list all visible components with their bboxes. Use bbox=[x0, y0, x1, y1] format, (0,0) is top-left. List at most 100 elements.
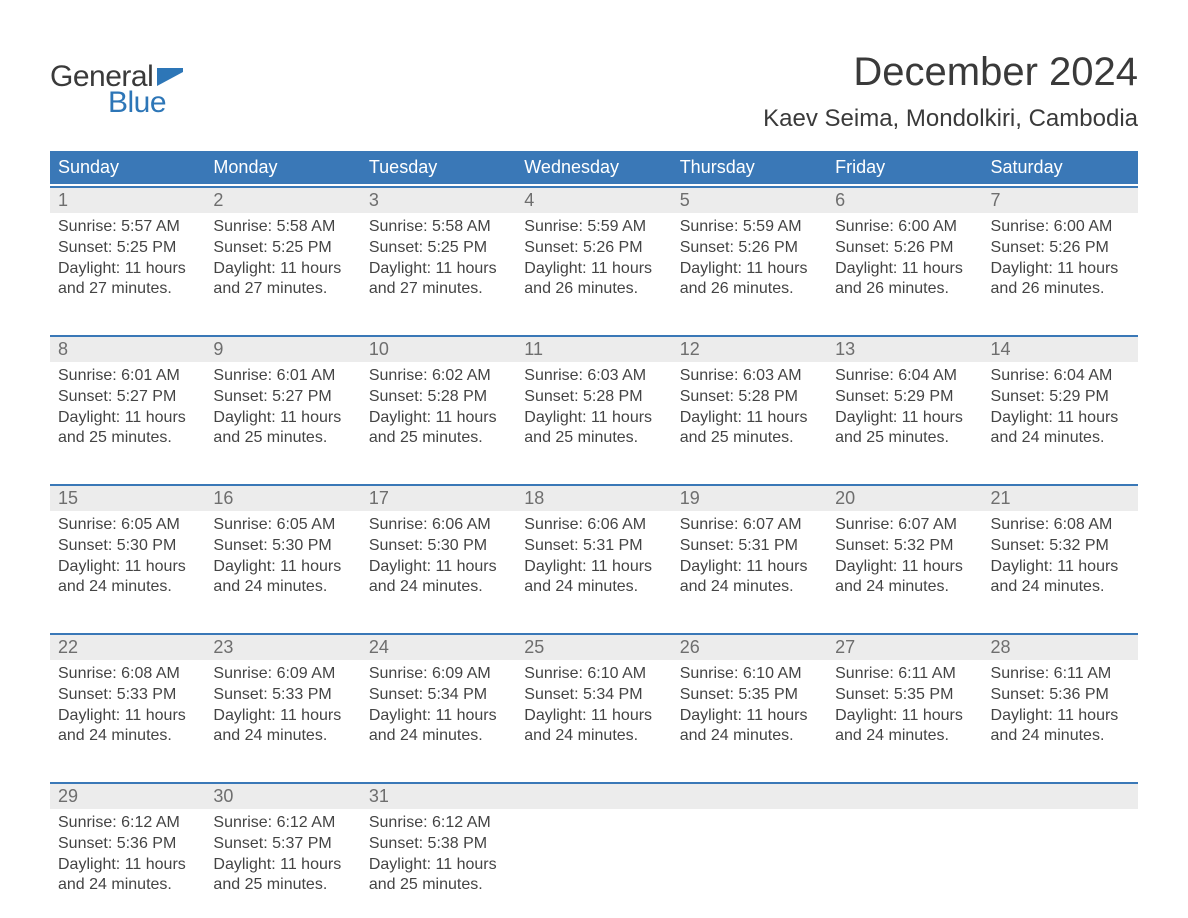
sunrise-text: Sunrise: 5:59 AM bbox=[680, 217, 819, 238]
daylight-text: Daylight: 11 hours and 24 minutes. bbox=[213, 706, 352, 748]
sunrise-text: Sunrise: 6:06 AM bbox=[369, 515, 508, 536]
sunset-text: Sunset: 5:25 PM bbox=[213, 238, 352, 259]
sunset-text: Sunset: 5:36 PM bbox=[991, 685, 1130, 706]
week-daynum-row: 1234567 bbox=[50, 188, 1138, 213]
daylight-text: Daylight: 11 hours and 26 minutes. bbox=[835, 259, 974, 301]
sunrise-text: Sunrise: 6:04 AM bbox=[835, 366, 974, 387]
sunset-text: Sunset: 5:26 PM bbox=[524, 238, 663, 259]
daylight-text: Daylight: 11 hours and 24 minutes. bbox=[58, 855, 197, 897]
day-cell: Sunrise: 6:12 AMSunset: 5:37 PMDaylight:… bbox=[205, 809, 360, 915]
sunrise-text: Sunrise: 6:01 AM bbox=[213, 366, 352, 387]
day-number: 6 bbox=[827, 188, 982, 213]
sunrise-text: Sunrise: 6:12 AM bbox=[58, 813, 197, 834]
day-number: 30 bbox=[205, 784, 360, 809]
day-number: 26 bbox=[672, 635, 827, 660]
sunset-text: Sunset: 5:31 PM bbox=[524, 536, 663, 557]
logo: General Blue bbox=[50, 50, 183, 120]
calendar-week: 1234567Sunrise: 5:57 AMSunset: 5:25 PMDa… bbox=[50, 186, 1138, 319]
sunrise-text: Sunrise: 5:58 AM bbox=[369, 217, 508, 238]
sunset-text: Sunset: 5:25 PM bbox=[58, 238, 197, 259]
day-number: 31 bbox=[361, 784, 516, 809]
sunset-text: Sunset: 5:26 PM bbox=[835, 238, 974, 259]
day-number: 1 bbox=[50, 188, 205, 213]
sunset-text: Sunset: 5:27 PM bbox=[58, 387, 197, 408]
sunset-text: Sunset: 5:26 PM bbox=[680, 238, 819, 259]
day-cell: Sunrise: 6:07 AMSunset: 5:32 PMDaylight:… bbox=[827, 511, 982, 617]
daylight-text: Daylight: 11 hours and 24 minutes. bbox=[524, 706, 663, 748]
daylight-text: Daylight: 11 hours and 24 minutes. bbox=[991, 408, 1130, 450]
day-cell: Sunrise: 5:59 AMSunset: 5:26 PMDaylight:… bbox=[516, 213, 671, 319]
day-number: 16 bbox=[205, 486, 360, 511]
day-number: 9 bbox=[205, 337, 360, 362]
week-content-row: Sunrise: 6:05 AMSunset: 5:30 PMDaylight:… bbox=[50, 511, 1138, 617]
week-content-row: Sunrise: 5:57 AMSunset: 5:25 PMDaylight:… bbox=[50, 213, 1138, 319]
daylight-text: Daylight: 11 hours and 25 minutes. bbox=[369, 408, 508, 450]
day-cell: Sunrise: 6:06 AMSunset: 5:30 PMDaylight:… bbox=[361, 511, 516, 617]
sunrise-text: Sunrise: 6:10 AM bbox=[680, 664, 819, 685]
day-header-saturday: Saturday bbox=[983, 151, 1138, 184]
daylight-text: Daylight: 11 hours and 25 minutes. bbox=[680, 408, 819, 450]
daylight-text: Daylight: 11 hours and 24 minutes. bbox=[524, 557, 663, 599]
daylight-text: Daylight: 11 hours and 27 minutes. bbox=[213, 259, 352, 301]
week-content-row: Sunrise: 6:01 AM Sunset: 5:27 PM Daylight:… bbox=[50, 362, 1138, 468]
day-cell: Sunrise: 6:04 AMSunset: 5:29 PMDaylight:… bbox=[983, 362, 1138, 468]
daylight-text: Daylight: 11 hours and 26 minutes. bbox=[680, 259, 819, 301]
day-cell bbox=[672, 809, 827, 915]
sunset-text: Sunset: 5:33 PM bbox=[58, 685, 197, 706]
daylight-text: Daylight: 11 hours and 25 minutes. bbox=[213, 855, 352, 897]
sunrise-text: Sunrise: 6:11 AM bbox=[991, 664, 1130, 685]
sunset-text: Sunset: 5:28 PM bbox=[524, 387, 663, 408]
calendar-week: 15161718192021Sunrise: 6:05 AMSunset: 5:… bbox=[50, 484, 1138, 617]
daylight-text: Daylight: 11 hours and 25 minutes. bbox=[369, 855, 508, 897]
sunset-text: Sunset: 5:35 PM bbox=[680, 685, 819, 706]
calendar-week: 22232425262728Sunrise: 6:08 AMSunset: 5:… bbox=[50, 633, 1138, 766]
daylight-text: Daylight: 11 hours and 25 minutes. bbox=[835, 408, 974, 450]
sunrise-text: Sunrise: 6:11 AM bbox=[835, 664, 974, 685]
sunrise-text: Sunrise: 6:03 AM bbox=[524, 366, 663, 387]
day-number: 15 bbox=[50, 486, 205, 511]
day-cell: Sunrise: 6:10 AMSunset: 5:35 PMDaylight:… bbox=[672, 660, 827, 766]
sunrise-text: Sunrise: 6:07 AM bbox=[680, 515, 819, 536]
daylight-text: Daylight: 11 hours and 24 minutes. bbox=[991, 557, 1130, 599]
daylight-text: Daylight: 11 hours and 24 minutes. bbox=[680, 557, 819, 599]
daylight-text: Daylight: 11 hours and 24 minutes. bbox=[835, 557, 974, 599]
daylight-text: Daylight: 11 hours and 25 minutes. bbox=[213, 408, 352, 450]
sunset-text: Sunset: 5:29 PM bbox=[835, 387, 974, 408]
day-number: 20 bbox=[827, 486, 982, 511]
day-number: 11 bbox=[516, 337, 671, 362]
calendar-week: 293031Sunrise: 6:12 AMSunset: 5:36 PMDay… bbox=[50, 782, 1138, 915]
day-number: 8 bbox=[50, 337, 205, 362]
day-number: 19 bbox=[672, 486, 827, 511]
day-cell: Sunrise: 5:58 AMSunset: 5:25 PMDaylight:… bbox=[361, 213, 516, 319]
sunset-text: Sunset: 5:36 PM bbox=[58, 834, 197, 855]
day-number: 5 bbox=[672, 188, 827, 213]
day-cell: Sunrise: 6:03 AMSunset: 5:28 PMDaylight:… bbox=[516, 362, 671, 468]
day-number: 23 bbox=[205, 635, 360, 660]
day-cell: Sunrise: 6:00 AMSunset: 5:26 PMDaylight:… bbox=[983, 213, 1138, 319]
day-number: 24 bbox=[361, 635, 516, 660]
day-cell: Sunrise: 5:57 AMSunset: 5:25 PMDaylight:… bbox=[50, 213, 205, 319]
day-number: 29 bbox=[50, 784, 205, 809]
daylight-text: Daylight: 11 hours and 27 minutes. bbox=[369, 259, 508, 301]
day-number: 10 bbox=[361, 337, 516, 362]
page-title: December 2024 bbox=[763, 50, 1138, 95]
sunrise-text: Sunrise: 6:09 AM bbox=[213, 664, 352, 685]
day-cell: Sunrise: 6:11 AMSunset: 5:36 PMDaylight:… bbox=[983, 660, 1138, 766]
day-header-thursday: Thursday bbox=[672, 151, 827, 184]
day-cell: Sunrise: 6:08 AMSunset: 5:32 PMDaylight:… bbox=[983, 511, 1138, 617]
sunset-text: Sunset: 5:35 PM bbox=[835, 685, 974, 706]
day-cell: Sunrise: 6:05 AMSunset: 5:30 PMDaylight:… bbox=[50, 511, 205, 617]
daylight-text: Daylight: 11 hours and 26 minutes. bbox=[991, 259, 1130, 301]
day-number: 7 bbox=[983, 188, 1138, 213]
day-cell: Sunrise: 6:06 AMSunset: 5:31 PMDaylight:… bbox=[516, 511, 671, 617]
sunset-text: Sunset: 5:30 PM bbox=[58, 536, 197, 557]
day-cell: Sunrise: 6:04 AMSunset: 5:29 PMDaylight:… bbox=[827, 362, 982, 468]
daylight-text: Daylight: 11 hours and 24 minutes. bbox=[680, 706, 819, 748]
week-daynum-row: 15161718192021 bbox=[50, 486, 1138, 511]
daylight-text: Daylight: 11 hours and 24 minutes. bbox=[369, 706, 508, 748]
week-daynum-row: 293031 bbox=[50, 784, 1138, 809]
day-cell: Sunrise: 6:08 AMSunset: 5:33 PMDaylight:… bbox=[50, 660, 205, 766]
sunset-text: Sunset: 5:29 PM bbox=[991, 387, 1130, 408]
sunset-text: Sunset: 5:25 PM bbox=[369, 238, 508, 259]
day-cell: Sunrise: 5:58 AMSunset: 5:25 PMDaylight:… bbox=[205, 213, 360, 319]
